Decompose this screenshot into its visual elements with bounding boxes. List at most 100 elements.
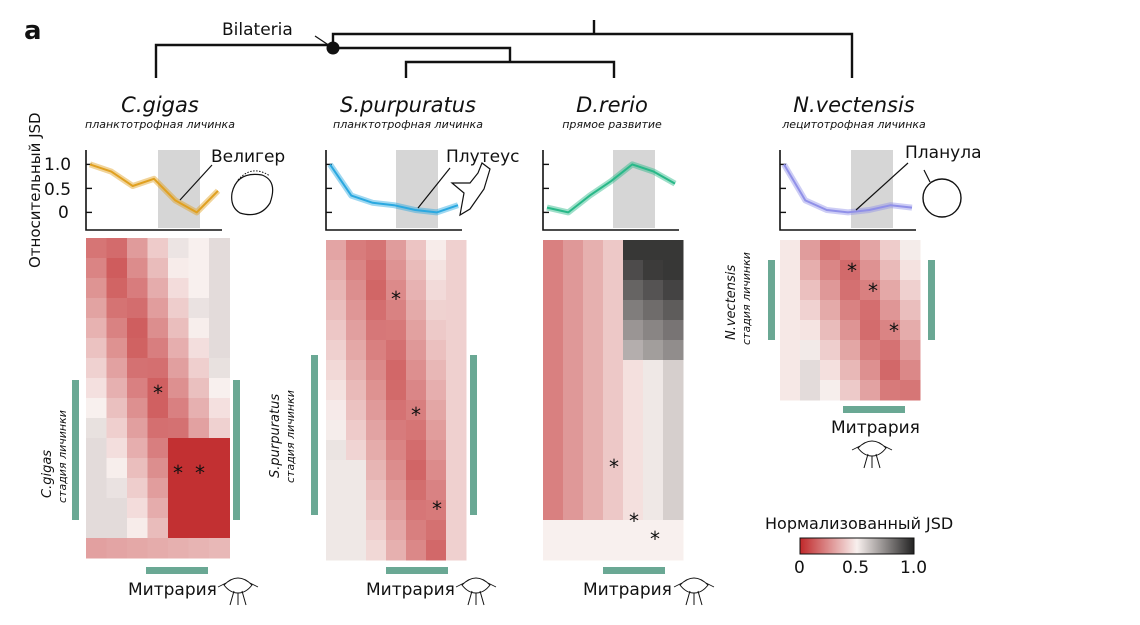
heatmap-cell-cgigas xyxy=(209,338,230,359)
heatmap-cell-nvectensis xyxy=(780,240,801,261)
heatmap-cell-drerio xyxy=(543,260,564,281)
heatmap-cell-spurpuratus xyxy=(446,240,467,261)
heatmap-stage-nvectensis: стадия личинки xyxy=(740,252,753,345)
heatmap-cell-cgigas xyxy=(127,278,148,299)
heatmap-cell-cgigas xyxy=(106,378,128,399)
heatmap-cell-cgigas xyxy=(86,518,107,539)
heatmap-cell-nvectensis xyxy=(880,320,901,341)
heatmap-cell-drerio xyxy=(603,280,624,301)
heatmap-cell-spurpuratus xyxy=(406,500,427,521)
heatmap-cell-spurpuratus xyxy=(426,360,447,381)
heatmap-cell-spurpuratus xyxy=(386,360,407,381)
heatmap-cell-spurpuratus xyxy=(386,320,407,341)
heatmap-cell-cgigas xyxy=(86,438,107,459)
heatmap-cell-cgigas xyxy=(147,458,169,479)
heatmap-cell-cgigas xyxy=(127,458,148,479)
heatmap-cell-spurpuratus xyxy=(366,500,387,521)
heatmap-cell-cgigas xyxy=(86,458,107,479)
heatmap-cell-drerio xyxy=(583,500,604,521)
legend-tick: 0 xyxy=(794,558,805,578)
species-dev-spurpuratus: планктотрофная личинка xyxy=(333,118,483,131)
heatmap-cell-spurpuratus xyxy=(446,260,467,281)
heatmap-cell-spurpuratus xyxy=(406,260,427,281)
heatmap-cell-drerio xyxy=(663,240,684,261)
heatmap-cell-spurpuratus xyxy=(446,480,467,501)
heatmap-cell-cgigas xyxy=(106,298,128,319)
heatmap-cell-nvectensis xyxy=(880,260,901,281)
legend-tick: 1.0 xyxy=(900,558,928,578)
heatmap-cell-cgigas xyxy=(106,278,128,299)
heatmap-cell-spurpuratus xyxy=(366,520,387,541)
pointer-line xyxy=(417,167,451,209)
heatmap-cell-spurpuratus xyxy=(366,280,387,301)
heatmap-cell-drerio xyxy=(663,420,684,441)
heatmap-cell-spurpuratus xyxy=(326,440,347,461)
heatmap-cell-cgigas xyxy=(188,478,210,499)
heatmap-cell-cgigas xyxy=(106,538,128,559)
heatmap-cell-cgigas xyxy=(147,398,169,419)
stage-bar xyxy=(311,355,318,515)
heatmap-cell-spurpuratus xyxy=(346,500,367,521)
heatmap-cell-nvectensis xyxy=(860,240,881,261)
heatmap-cell-drerio xyxy=(583,460,604,481)
heatmap-cell-drerio xyxy=(583,260,604,281)
heatmap-cell-cgigas xyxy=(188,318,210,339)
heatmap-cell-spurpuratus xyxy=(446,300,467,321)
heatmap-cell-spurpuratus xyxy=(326,300,347,321)
heatmap-cell-cgigas xyxy=(168,538,189,559)
heatmap-cell-cgigas xyxy=(188,498,210,519)
heatmap-cell-spurpuratus xyxy=(366,240,387,261)
heatmap-cell-spurpuratus xyxy=(366,420,387,441)
heatmap-cell-spurpuratus xyxy=(386,240,407,261)
heatmap-cell-drerio xyxy=(563,320,584,341)
heatmap-cell-cgigas xyxy=(86,338,107,359)
heatmap-cell-cgigas xyxy=(127,258,148,279)
heatmap-cell-cgigas xyxy=(209,458,230,479)
significance-asterisk: * xyxy=(629,509,639,533)
heatmap-cell-drerio xyxy=(623,260,644,281)
heatmap-cell-nvectensis xyxy=(840,280,861,301)
significance-asterisk: * xyxy=(391,287,401,311)
mitraria-icon xyxy=(217,582,259,588)
heatmap-cell-drerio xyxy=(663,520,684,541)
heatmap-label-nvectensis: N.vectensis xyxy=(724,264,739,340)
heatmap-cell-cgigas xyxy=(147,518,169,539)
heatmap-cell-cgigas xyxy=(127,398,148,419)
heatmap-cell-cgigas xyxy=(209,278,230,299)
heatmap-cell-drerio xyxy=(603,440,624,461)
significance-asterisk: * xyxy=(153,381,163,405)
heatmap-cell-cgigas xyxy=(127,518,148,539)
heatmap-cell-cgigas xyxy=(106,398,128,419)
heatmap-cell-nvectensis xyxy=(900,280,921,301)
heatmap-cell-cgigas xyxy=(86,298,107,319)
heatmap-cell-cgigas xyxy=(209,298,230,319)
heatmap-cell-drerio xyxy=(583,400,604,421)
heatmap-cell-cgigas xyxy=(86,398,107,419)
heatmap-cell-spurpuratus xyxy=(366,340,387,361)
heatmap-cell-drerio xyxy=(563,260,584,281)
legend-colorbar xyxy=(799,537,915,555)
heatmap-cell-drerio xyxy=(543,460,564,481)
heatmap-cell-cgigas xyxy=(106,238,128,259)
heatmap-cell-cgigas xyxy=(147,478,169,499)
curve-line xyxy=(329,163,459,214)
heatmap-cell-cgigas xyxy=(147,438,169,459)
heatmap-cell-nvectensis xyxy=(880,280,901,301)
heatmap-cell-spurpuratus xyxy=(326,520,347,541)
heatmap-cell-spurpuratus xyxy=(386,400,407,421)
heatmap-cell-spurpuratus xyxy=(326,260,347,281)
heatmap-cell-spurpuratus xyxy=(406,440,427,461)
heatmap-cell-spurpuratus xyxy=(346,300,367,321)
heatmap-cell-spurpuratus xyxy=(386,460,407,481)
heatmap-cell-cgigas xyxy=(127,338,148,359)
heatmap-cell-cgigas xyxy=(188,338,210,359)
heatmap-cell-drerio xyxy=(663,480,684,501)
curve-line xyxy=(89,163,219,214)
heatmap-cell-nvectensis xyxy=(880,360,901,381)
heatmap-stage-cgigas: стадия личинки xyxy=(56,410,69,503)
heatmap-cell-nvectensis xyxy=(840,360,861,381)
heatmap-cell-spurpuratus xyxy=(366,540,387,561)
heatmap-cell-cgigas xyxy=(209,438,230,459)
heatmap-cell-cgigas xyxy=(168,458,189,479)
